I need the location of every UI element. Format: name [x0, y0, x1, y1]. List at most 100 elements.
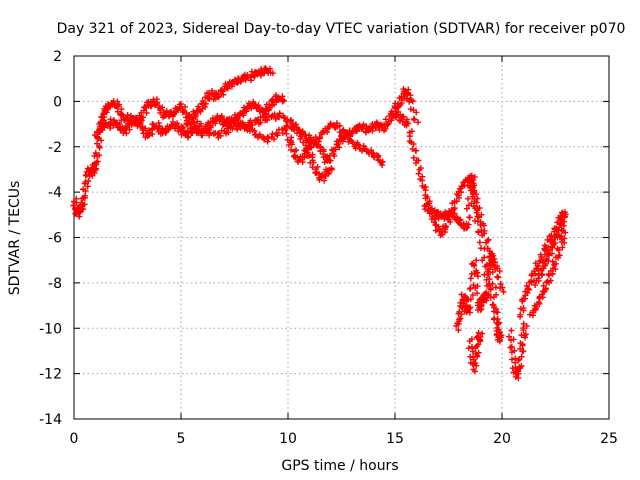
- data-point: [143, 104, 150, 111]
- data-point: [463, 220, 470, 227]
- data-point: [210, 96, 217, 103]
- y-tick-label: -10: [39, 321, 62, 337]
- data-point: [471, 368, 478, 375]
- data-point: [237, 125, 244, 132]
- data-point: [108, 102, 115, 109]
- data-point: [181, 108, 188, 115]
- data-point: [557, 216, 564, 223]
- x-tick-label: 20: [493, 431, 511, 447]
- data-point: [562, 211, 569, 218]
- data-point: [315, 142, 322, 149]
- data-point: [119, 111, 126, 118]
- series-9: [465, 329, 486, 375]
- data-point: [468, 178, 475, 185]
- data-point: [205, 89, 212, 96]
- data-point: [185, 133, 192, 140]
- data-point: [535, 263, 542, 270]
- data-point: [223, 125, 230, 132]
- data-point: [493, 331, 500, 338]
- data-point: [398, 100, 405, 107]
- data-point: [228, 81, 235, 88]
- data-point: [483, 289, 490, 296]
- series-5: [283, 86, 422, 166]
- data-point: [538, 291, 545, 298]
- data-point: [487, 285, 494, 292]
- data-point: [280, 97, 287, 104]
- data-point: [479, 257, 486, 264]
- data-point: [541, 242, 548, 249]
- data-point: [298, 130, 305, 137]
- chart-title: Day 321 of 2023, Sidereal Day-to-day VTE…: [57, 21, 626, 37]
- data-point: [280, 112, 287, 119]
- data-point: [412, 147, 419, 154]
- data-point: [450, 206, 457, 213]
- y-tick-label: -4: [48, 185, 62, 201]
- data-point: [173, 123, 180, 130]
- data-point: [561, 235, 568, 242]
- data-point: [206, 126, 213, 133]
- data-point: [230, 120, 237, 127]
- data-point: [76, 206, 83, 213]
- data-point: [330, 146, 337, 153]
- data-point: [254, 117, 261, 124]
- data-point: [408, 139, 415, 146]
- data-point: [195, 106, 202, 113]
- data-point: [413, 157, 420, 164]
- data-point: [324, 125, 331, 132]
- data-point: [219, 88, 226, 95]
- data-point: [438, 228, 445, 235]
- data-point: [219, 121, 226, 128]
- data-point: [82, 187, 89, 194]
- data-point: [533, 277, 540, 284]
- data-point: [408, 128, 415, 135]
- data-point: [507, 344, 514, 351]
- data-point: [194, 118, 201, 125]
- data-point: [472, 350, 479, 357]
- data-point: [493, 308, 500, 315]
- data-point: [123, 130, 130, 137]
- data-point: [517, 345, 524, 352]
- data-point: [539, 294, 546, 301]
- data-point: [489, 269, 496, 276]
- data-point: [515, 357, 522, 364]
- data-point: [191, 119, 198, 126]
- data-point: [217, 132, 224, 139]
- data-point: [81, 180, 88, 187]
- data-point: [177, 100, 184, 107]
- data-point: [467, 296, 474, 303]
- data-point: [486, 276, 493, 283]
- data-point: [169, 118, 176, 125]
- data-point: [510, 336, 517, 343]
- data-point: [328, 166, 335, 173]
- data-point: [508, 327, 515, 334]
- y-axis-label: SDTVAR / TECUs: [7, 181, 23, 296]
- data-point: [552, 234, 559, 241]
- data-point: [139, 127, 146, 134]
- data-point: [352, 127, 359, 134]
- data-point: [153, 99, 160, 106]
- data-point: [76, 213, 83, 220]
- data-point: [520, 320, 527, 327]
- data-point: [157, 107, 164, 114]
- data-point: [284, 116, 291, 123]
- data-point: [470, 360, 477, 367]
- data-point: [467, 304, 474, 311]
- data-point: [491, 315, 498, 322]
- y-tick-labels: -14 -12 -10 -8 -6 -4 -2 0 2: [39, 49, 62, 428]
- data-point: [442, 208, 449, 215]
- data-point: [544, 278, 551, 285]
- data-point: [409, 98, 416, 105]
- data-point: [271, 112, 278, 119]
- data-point: [215, 91, 222, 98]
- data-point: [548, 250, 555, 257]
- data-point: [432, 216, 439, 223]
- series-13: [532, 211, 569, 288]
- data-point: [508, 349, 515, 356]
- data-point: [140, 114, 147, 121]
- data-point: [107, 116, 114, 123]
- data-point: [288, 117, 295, 124]
- data-point: [98, 137, 105, 144]
- data-point: [494, 273, 501, 280]
- data-point: [526, 311, 533, 318]
